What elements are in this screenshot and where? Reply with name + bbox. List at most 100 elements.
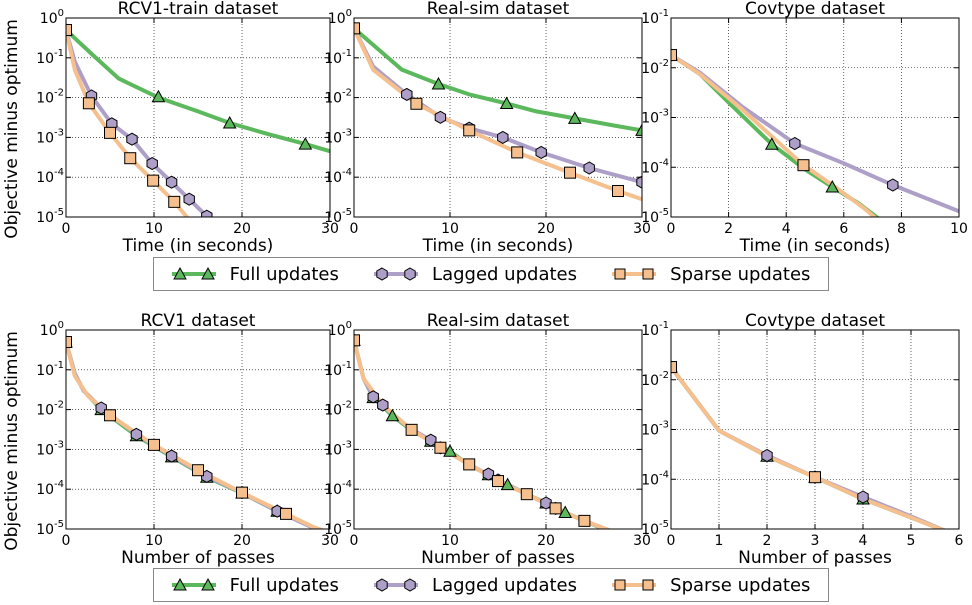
plot-area <box>671 360 947 529</box>
subplot-6: 0 1 2 3 4 5 6 10-1 10-2 10-3 10-4 10-5 Covtype datas… <box>641 311 963 568</box>
data-point-sparse-updates <box>410 97 423 110</box>
series-line-sparse-updates <box>671 365 946 529</box>
legend-item-full: Full updates <box>171 264 339 285</box>
data-point-lagged-updates <box>535 145 547 159</box>
data-point-sparse-updates <box>104 126 116 139</box>
data-point-lagged-updates <box>130 427 143 441</box>
x-axis-label: Time (in seconds) <box>739 236 891 256</box>
data-point-sparse-updates <box>520 488 533 501</box>
data-point-sparse-updates <box>434 441 447 454</box>
data-point-sparse-updates <box>104 409 116 422</box>
data-point-lagged-updates <box>482 467 495 481</box>
x-tick-label: 8 <box>897 221 906 237</box>
data-point-lagged-updates <box>165 449 178 463</box>
series-line-sparse-updates <box>671 53 878 217</box>
series-line-full-updates <box>66 28 330 154</box>
y-tick-label: 10-3 <box>641 420 669 439</box>
data-point-full-updates <box>222 115 237 129</box>
x-tick-label: 4 <box>859 533 868 549</box>
x-tick-label: 20 <box>233 533 251 549</box>
x-tick-label: 1 <box>715 533 724 549</box>
data-point-sparse-updates <box>236 486 248 499</box>
subplot-title: Real-sim dataset <box>427 311 570 331</box>
data-point-full-updates <box>825 180 840 193</box>
x-axis-label: Number of passes <box>121 548 275 568</box>
y-tick-label: 10-3 <box>324 127 352 146</box>
y-tick-label: 10-3 <box>36 127 64 146</box>
data-point-lagged-updates <box>761 448 773 463</box>
x-tick-label: 0 <box>350 533 359 549</box>
x-tick-label: 10 <box>145 533 163 549</box>
subplot-title: RCV1 dataset <box>141 311 256 331</box>
x-axis-label: Number of passes <box>421 548 575 568</box>
legend-swatch-full <box>171 266 216 280</box>
subplot-4: 0 10 20 30 100 10-1 10-2 10-3 10-4 10-5 RCV1 datas… <box>36 311 339 568</box>
legend-label-sparse: Sparse updates <box>670 263 811 285</box>
data-point-sparse-updates <box>124 152 137 165</box>
y-tick-label: 10-1 <box>324 360 352 379</box>
y-tick-label: 100 <box>328 320 352 339</box>
data-point-lagged-updates <box>401 87 413 101</box>
y-axis-label-bottom-text: Objective minus optimum <box>2 331 22 551</box>
data-point-lagged-updates <box>183 192 195 206</box>
y-tick-label: 10-1 <box>641 8 669 27</box>
y-axis-label-bottom: Objective minus optimum <box>0 330 24 552</box>
x-tick-label: 10 <box>950 221 968 237</box>
data-point-lagged-updates <box>540 496 552 510</box>
data-point-lagged-updates <box>636 175 642 189</box>
data-point-lagged-updates <box>377 398 389 412</box>
data-point-sparse-updates <box>354 334 360 347</box>
subplot-3: 0 2 4 6 8 10 10-1 10-2 10-3 10-4 10-5 Covtype datas… <box>641 0 968 256</box>
x-tick-label: 10 <box>441 533 459 549</box>
data-point-full-updates <box>151 89 166 103</box>
series-line-lagged-updates <box>354 27 642 185</box>
x-tick-label: 20 <box>537 221 555 237</box>
x-tick-label: 10 <box>441 221 459 237</box>
series-line-lagged-updates <box>671 53 959 214</box>
x-tick-label: 2 <box>763 533 772 549</box>
data-point-full-updates <box>298 137 313 150</box>
x-tick-label: 0 <box>62 221 71 237</box>
series-line-full-updates <box>354 339 605 529</box>
subplot-title: RCV1-train dataset <box>118 0 279 19</box>
x-tick-label: 30 <box>321 221 339 237</box>
data-point-lagged-updates <box>367 390 379 404</box>
data-point-sparse-updates <box>671 361 677 374</box>
data-point-full-updates <box>499 96 514 110</box>
data-point-sparse-updates <box>405 423 418 436</box>
legend-label-full: Full updates <box>229 574 339 596</box>
y-tick-label: 10-5 <box>641 207 669 226</box>
subplot-1: 0 10 20 30 100 10-1 10-2 10-3 10-4 10-5 RCV1-train… <box>36 0 339 256</box>
data-point-full-updates <box>500 477 515 491</box>
data-point-sparse-updates <box>66 23 72 36</box>
y-tick-label: 10-5 <box>36 207 64 226</box>
y-tick-label: 10-2 <box>324 88 352 107</box>
x-tick-label: 10 <box>145 221 163 237</box>
data-point-lagged-updates <box>857 490 869 504</box>
subplot-title: Real-sim dataset <box>427 0 570 19</box>
y-tick-label: 10-5 <box>324 519 352 538</box>
data-point-sparse-updates <box>511 146 524 159</box>
subplot-5: 0 10 20 30 100 10-1 10-2 10-3 10-4 10-5 Real-sim d… <box>324 311 651 568</box>
y-tick-label: 10-2 <box>36 88 64 107</box>
y-tick-label: 100 <box>40 320 64 339</box>
data-point-full-updates <box>443 444 457 457</box>
data-point-sparse-updates <box>549 502 562 515</box>
y-tick-label: 10-4 <box>641 157 669 176</box>
data-point-sparse-updates <box>612 185 624 198</box>
axes-frame <box>353 17 643 218</box>
y-tick-label: 10-1 <box>36 360 64 379</box>
data-point-lagged-updates <box>887 178 899 192</box>
data-point-lagged-updates <box>789 136 801 151</box>
data-point-sparse-updates <box>564 166 576 179</box>
data-point-lagged-updates <box>425 433 437 447</box>
y-tick-label: 10-2 <box>641 370 669 389</box>
data-point-sparse-updates <box>463 124 476 137</box>
x-tick-label: 6 <box>839 221 848 237</box>
data-point-sparse-updates <box>809 471 821 484</box>
legend-label-lagged: Lagged updates <box>432 263 577 285</box>
plot-area <box>671 48 959 217</box>
y-axis-label-top: Objective minus optimum <box>0 18 24 240</box>
legend-top: Full updates Lagged updates Sparse updat… <box>153 257 829 291</box>
y-tick-label: 10-3 <box>641 108 669 127</box>
